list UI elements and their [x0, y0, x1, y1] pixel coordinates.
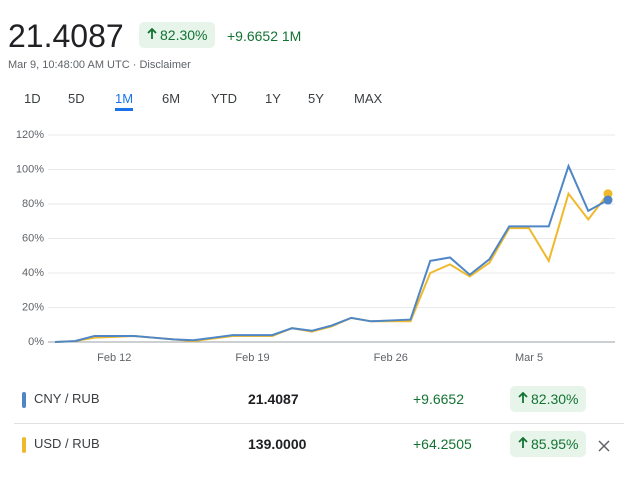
y-tick-label: 80%	[22, 198, 44, 210]
x-tick-label: Mar 5	[515, 352, 543, 364]
name: USD / RUB	[34, 436, 100, 451]
change-value: +9.6652	[227, 28, 278, 44]
row-divider	[14, 423, 624, 424]
y-tick-label: 0%	[28, 336, 44, 348]
tab[interactable]: 5D	[68, 91, 85, 106]
tab[interactable]: 6M	[162, 91, 181, 106]
tab[interactable]: 1D	[24, 91, 41, 106]
y-tick-label: 20%	[22, 301, 44, 313]
change-pct: 85.95%	[531, 436, 579, 452]
series-swatch	[22, 437, 26, 453]
x-tick-label: Feb 26	[374, 352, 408, 364]
change-pct-badge: 82.30%	[139, 22, 216, 48]
change-pct-badge: 85.95%	[510, 431, 587, 457]
change: +9.6652 1M	[227, 28, 301, 44]
end-dot	[603, 195, 613, 205]
y-tick-label: 100%	[16, 163, 44, 175]
y-tick-label: 60%	[22, 232, 44, 244]
change-pct: 82.30%	[531, 391, 579, 407]
end-dot	[603, 189, 613, 199]
y-tick-label: 120%	[16, 129, 44, 141]
change: +9.6652	[413, 391, 464, 407]
up-arrow	[518, 436, 528, 448]
period: 1M	[281, 28, 302, 44]
change-pct-badge: 82.30%	[510, 386, 587, 412]
price: 21.4087	[248, 391, 299, 407]
timestamp-line: Mar 9, 10:48:00 AM UTC · Disclaimer	[8, 59, 191, 71]
tab[interactable]: 1M	[115, 91, 134, 111]
price: 139.0000	[248, 436, 307, 452]
chart: 0% 20% 40% 60% 80% 100% 120% Feb 12 Feb 19 Feb 26…	[16, 129, 615, 364]
price: 21.4087	[8, 18, 124, 54]
x-tick-label: Feb 19	[235, 352, 269, 364]
tab[interactable]: 1Y	[265, 91, 281, 106]
x-tick-label: Feb 12	[97, 352, 131, 364]
timestamp: Mar 9, 10:48:00 AM UTC	[8, 59, 130, 71]
tab[interactable]: 5Y	[308, 91, 324, 106]
series-line	[54, 163, 609, 343]
tab[interactable]: YTD	[211, 91, 237, 106]
tab[interactable]: MAX	[354, 91, 383, 106]
series-swatch	[22, 392, 26, 408]
change-pct: 82.30%	[160, 27, 208, 43]
up-arrow	[147, 27, 157, 39]
change: +64.2505	[413, 436, 472, 452]
disclaimer[interactable]: Disclaimer	[139, 59, 191, 71]
remove-button[interactable]	[598, 436, 610, 457]
y-tick-label: 40%	[22, 267, 44, 279]
up-arrow	[518, 391, 528, 403]
name: CNY / RUB	[34, 391, 100, 406]
series-line	[54, 191, 609, 343]
close-icon	[598, 440, 610, 452]
